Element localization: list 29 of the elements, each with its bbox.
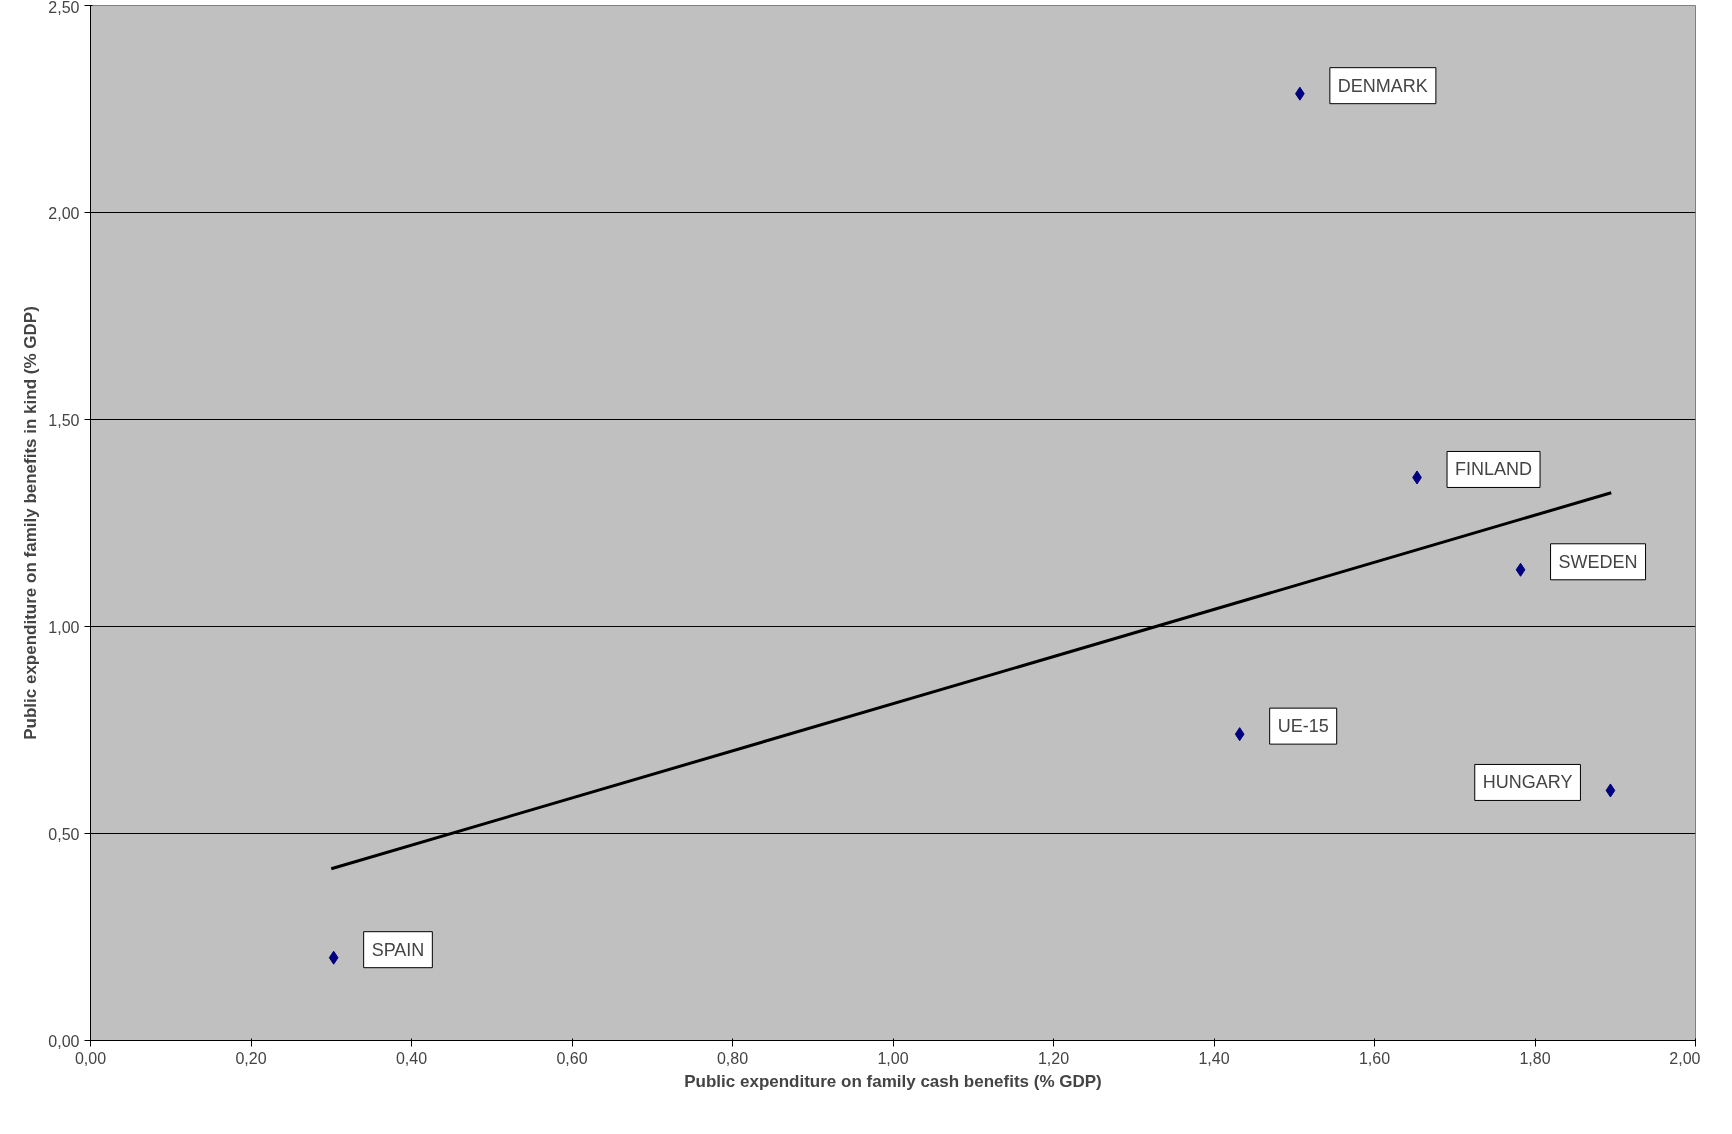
x-tick-label: 1,20 [1037, 1049, 1070, 1067]
annotation: SWEDEN [1558, 551, 1638, 572]
x-tick-label: 1,40 [1198, 1049, 1230, 1067]
x-tick-label: 1,00 [877, 1049, 909, 1067]
annotation: SPAIN [371, 939, 425, 960]
y-tick-label: 1,00 [48, 618, 80, 636]
x-tick-label: 0,80 [716, 1049, 749, 1067]
y-tick-label: 2,50 [48, 0, 80, 16]
y-tick-label: 2,00 [48, 204, 80, 222]
annotation: HUNGARY [1482, 772, 1573, 793]
y-tick-label: 0,50 [48, 825, 80, 843]
x-tick-label: 1,80 [1519, 1049, 1551, 1067]
x-tick-label: 1,60 [1358, 1049, 1391, 1067]
x-tick-label: 0,20 [235, 1049, 267, 1067]
x-tick-label: 0,00 [74, 1049, 107, 1067]
point [1605, 783, 1616, 798]
y-axis-title: Public expenditure on family benefits in kind (% GDP) [21, 306, 41, 740]
point [1234, 727, 1245, 742]
x-tick-label: 2,00 [1669, 1049, 1701, 1067]
annotation: DENMARK [1337, 75, 1428, 96]
y-tick-label: 0,00 [48, 1032, 80, 1050]
point [1515, 562, 1526, 577]
x-tick-label: 0,60 [556, 1049, 588, 1067]
x-tick-label: 0,40 [395, 1049, 428, 1067]
y-tick-label: 1,50 [48, 411, 80, 429]
x-axis-title: Public expenditure on family cash benefits (% GDP) [684, 1071, 1102, 1091]
annotation: FINLAND [1455, 459, 1533, 480]
point [328, 950, 339, 965]
annotation: UE-15 [1277, 716, 1329, 737]
